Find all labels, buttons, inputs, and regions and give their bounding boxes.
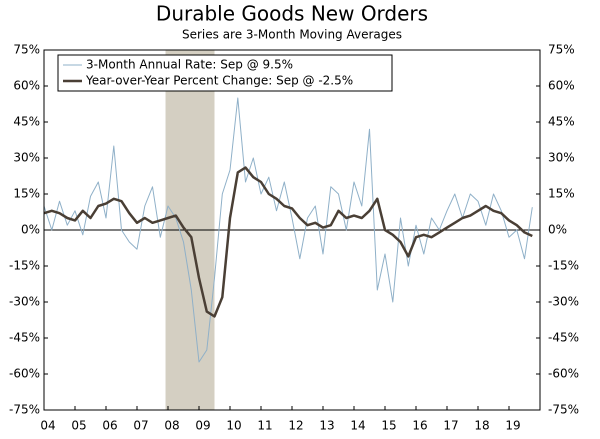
y2-tick-label: -45% (548, 331, 579, 345)
y2-tick-label: -30% (548, 295, 579, 309)
chart-subtitle: Series are 3-Month Moving Averages (182, 28, 402, 42)
x-tick-label: 15 (381, 419, 396, 433)
y2-tick-label: -75% (548, 403, 579, 417)
x-tick-label: 10 (226, 419, 241, 433)
y2-tick-label: 60% (548, 79, 575, 93)
y-tick-label: 0% (21, 223, 40, 237)
y2-tick-label: 30% (548, 151, 575, 165)
legend-box (57, 54, 393, 92)
legend-label: Year-over-Year Percent Change: Sep @ -2.… (85, 74, 353, 88)
legend-label: 3-Month Annual Rate: Sep @ 9.5% (86, 58, 293, 72)
plot-frame (43, 49, 541, 411)
x-tick-label: 08 (164, 419, 179, 433)
y-tick-label: 45% (13, 115, 40, 129)
y2-tick-label: -15% (548, 259, 579, 273)
x-tick-label: 07 (133, 419, 148, 433)
y-tick-label: 30% (13, 151, 40, 165)
legend: 3-Month Annual Rate: Sep @ 9.5% Year-over… (57, 54, 393, 92)
x-tick-label: 11 (257, 419, 272, 433)
y-tick-label: -45% (9, 331, 40, 345)
y2-tick-label: 0% (548, 223, 567, 237)
x-tick-label: 12 (288, 419, 303, 433)
chart-title: Durable Goods New Orders (156, 2, 428, 26)
y-tick-label: 60% (13, 79, 40, 93)
x-tick-label: 16 (412, 419, 427, 433)
y-tick-label: 15% (13, 187, 40, 201)
y2-tick-label: 75% (548, 43, 575, 57)
series-line (43, 97, 533, 363)
x-tick-label: 09 (195, 419, 210, 433)
y-tick-label: -15% (9, 259, 40, 273)
x-tick-label: 17 (443, 419, 458, 433)
x-tick-label: 19 (505, 419, 520, 433)
x-tick-label: 14 (350, 419, 365, 433)
y2-tick-label: 45% (548, 115, 575, 129)
x-tick-label: 13 (319, 419, 334, 433)
y-tick-label: -75% (9, 403, 40, 417)
x-tick-label: 04 (40, 419, 55, 433)
series-line (43, 166, 533, 318)
y2-tick-label: 15% (548, 187, 575, 201)
x-tick-label: 06 (102, 419, 117, 433)
y-tick-label: -30% (9, 295, 40, 309)
y2-tick-label: -60% (548, 367, 579, 381)
x-tick-label: 05 (71, 419, 86, 433)
y-tick-label: -60% (9, 367, 40, 381)
x-tick-label: 18 (474, 419, 489, 433)
y-tick-label: 75% (13, 43, 40, 57)
